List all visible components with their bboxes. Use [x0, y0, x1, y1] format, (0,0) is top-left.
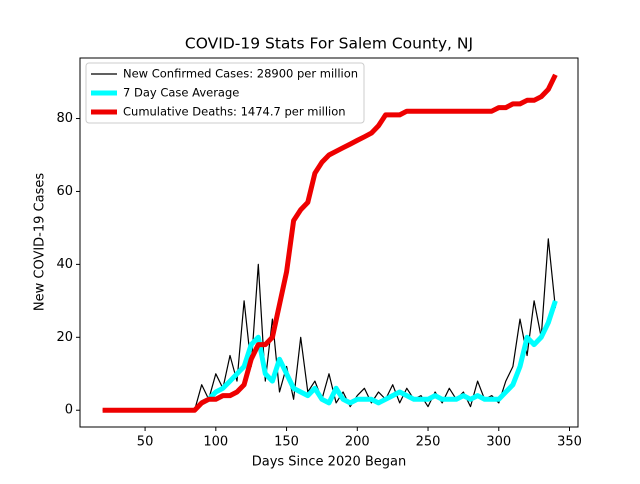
legend: New Confirmed Cases: 28900 per million 7 … — [85, 62, 365, 124]
y-tick-label: 60 — [56, 184, 73, 199]
plot-frame — [79, 57, 579, 428]
x-tick-label: 300 — [486, 435, 511, 450]
x-tick-label: 100 — [203, 435, 228, 450]
x-tick-label: 150 — [274, 435, 299, 450]
series-line — [200, 300, 558, 406]
y-tick-label: 40 — [56, 257, 73, 272]
y-tick-label: 20 — [56, 330, 73, 345]
legend-label: 7 Day Case Average — [123, 86, 239, 100]
y-tick-label: 80 — [56, 111, 73, 126]
legend-label: Cumulative Deaths: 1474.7 per million — [123, 105, 346, 119]
chart-title: COVID-19 Stats For Salem County, NJ — [185, 35, 473, 53]
series-line — [102, 73, 558, 413]
y-tick-label: 0 — [65, 403, 73, 418]
x-tick-label: 50 — [137, 435, 154, 450]
y-axis-label: New COVID-19 Cases — [33, 173, 48, 311]
legend-label: New Confirmed Cases: 28900 per million — [123, 67, 358, 81]
x-axis-label: Days Since 2020 Began — [252, 455, 407, 470]
x-tick-label: 250 — [416, 435, 441, 450]
legend-box — [85, 62, 365, 124]
x-tick-label: 200 — [345, 435, 370, 450]
x-tick-label: 350 — [557, 435, 582, 450]
